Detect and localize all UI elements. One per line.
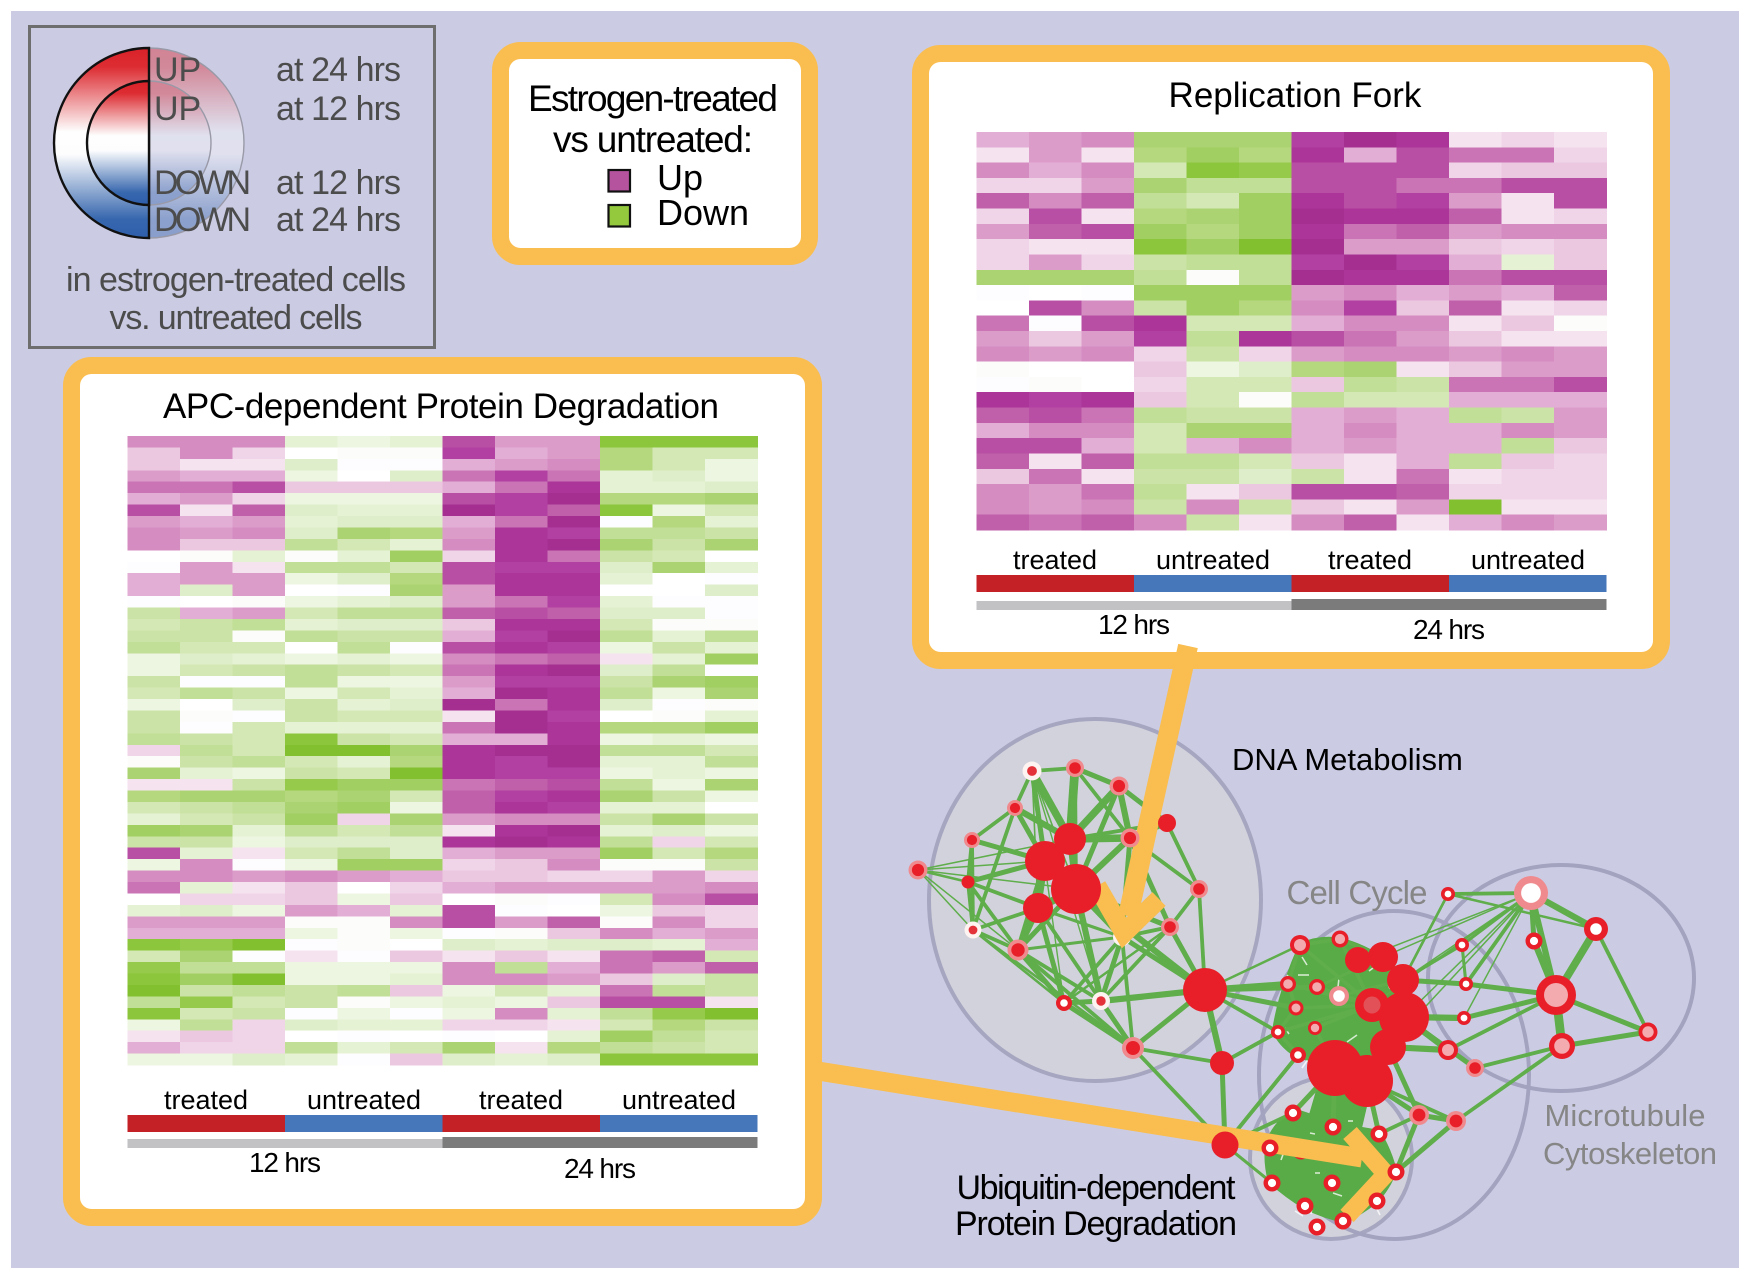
- svg-text:in estrogen-treated cells: in estrogen-treated cells: [66, 261, 406, 299]
- svg-text:12 hrs: 12 hrs: [1098, 609, 1170, 640]
- svg-text:Ubiquitin-dependent: Ubiquitin-dependent: [957, 1169, 1237, 1207]
- svg-text:at 12 hrs: at 12 hrs: [276, 164, 401, 202]
- svg-text:24 hrs: 24 hrs: [1413, 614, 1485, 645]
- svg-text:Cell Cycle: Cell Cycle: [1287, 874, 1428, 911]
- svg-text:treated: treated: [1328, 545, 1412, 575]
- svg-text:Microtubule: Microtubule: [1545, 1098, 1706, 1133]
- svg-text:Protein Degradation: Protein Degradation: [955, 1205, 1237, 1243]
- svg-text:treated: treated: [164, 1085, 248, 1115]
- svg-text:Replication Fork: Replication Fork: [1169, 76, 1422, 115]
- svg-text:12 hrs: 12 hrs: [249, 1147, 321, 1178]
- svg-text:at 24 hrs: at 24 hrs: [276, 51, 401, 89]
- svg-text:DOWN: DOWN: [154, 201, 251, 239]
- svg-text:untreated: untreated: [1471, 545, 1585, 575]
- svg-text:Estrogen-treated: Estrogen-treated: [528, 78, 778, 119]
- svg-text:untreated: untreated: [307, 1085, 421, 1115]
- svg-text:at 12 hrs: at 12 hrs: [276, 90, 401, 128]
- svg-text:Down: Down: [657, 192, 749, 233]
- svg-text:untreated: untreated: [622, 1085, 736, 1115]
- svg-text:DOWN: DOWN: [154, 164, 251, 202]
- svg-text:24 hrs: 24 hrs: [564, 1153, 636, 1184]
- svg-text:treated: treated: [1013, 545, 1097, 575]
- svg-text:UP: UP: [154, 51, 201, 89]
- svg-text:Up: Up: [657, 157, 703, 198]
- svg-text:untreated: untreated: [1156, 545, 1270, 575]
- svg-text:at 24 hrs: at 24 hrs: [276, 201, 401, 239]
- svg-text:DNA Metabolism: DNA Metabolism: [1232, 742, 1463, 777]
- svg-text:vs. untreated cells: vs. untreated cells: [110, 299, 363, 337]
- svg-text:UP: UP: [154, 90, 201, 128]
- svg-text:treated: treated: [479, 1085, 563, 1115]
- svg-text:Cytoskeleton: Cytoskeleton: [1543, 1136, 1717, 1171]
- svg-text:APC-dependent Protein Degradat: APC-dependent Protein Degradation: [163, 387, 719, 426]
- svg-text:vs untreated:: vs untreated:: [553, 119, 753, 160]
